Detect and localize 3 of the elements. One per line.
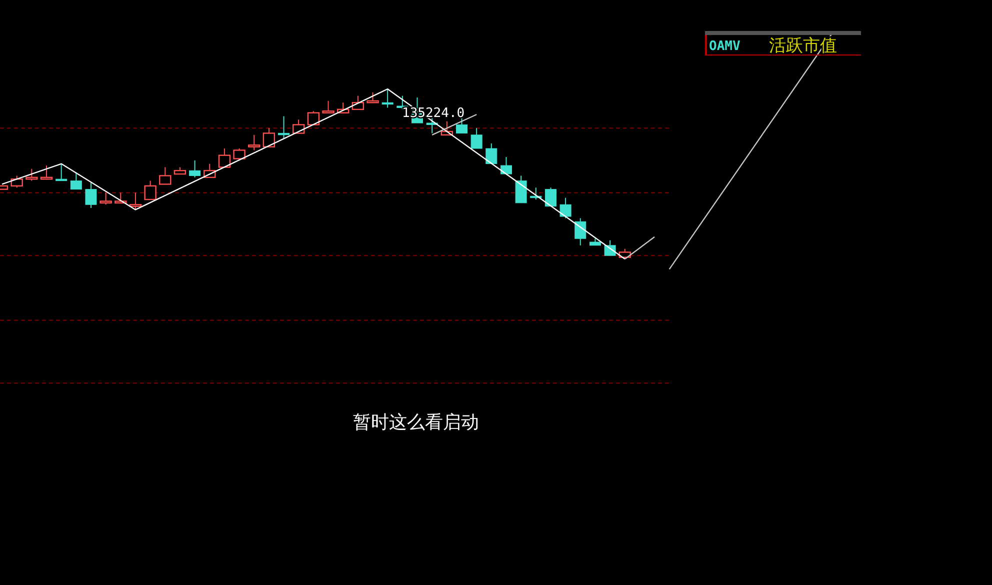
text: 暂时这么看启动 — [353, 412, 479, 432]
candlestick — [574, 218, 586, 246]
chart-title: OAMV — [709, 39, 740, 54]
